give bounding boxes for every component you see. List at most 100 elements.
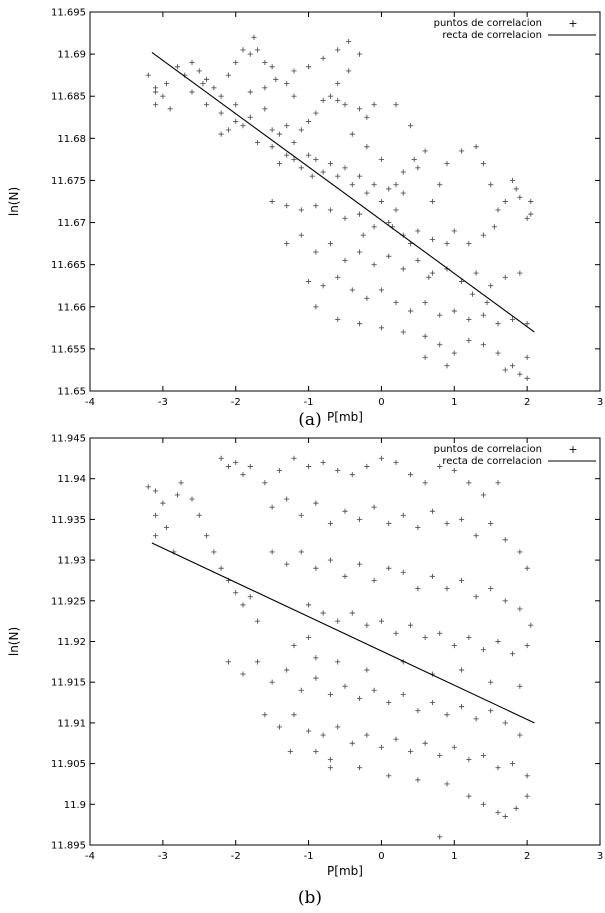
y-tick-label: 11.65	[57, 387, 86, 398]
x-tick-label: -1	[304, 851, 314, 862]
data-point	[203, 76, 210, 82]
data-point	[240, 123, 246, 129]
data-point	[480, 492, 487, 498]
data-point	[284, 667, 290, 673]
data-point	[305, 602, 312, 608]
legend-points-label: puntos de correlacion	[434, 444, 542, 455]
correlation-line	[151, 51, 535, 333]
data-point	[342, 683, 348, 689]
data-point	[313, 156, 319, 162]
scatter-points	[145, 455, 534, 840]
data-point	[254, 47, 261, 53]
data-point	[349, 740, 355, 746]
data-point	[488, 679, 494, 685]
data-point	[203, 533, 210, 539]
data-point	[458, 148, 465, 154]
data-point	[407, 123, 414, 129]
data-point	[411, 156, 417, 162]
data-point	[313, 249, 319, 255]
x-axis-label: P[mb]	[327, 864, 363, 878]
data-point	[305, 64, 312, 70]
data-point	[320, 732, 326, 738]
data-point	[320, 169, 326, 175]
data-point	[480, 647, 487, 653]
data-point	[305, 118, 312, 125]
data-point	[196, 512, 202, 518]
data-point	[262, 59, 268, 66]
data-point	[451, 642, 457, 649]
data-point	[509, 761, 516, 767]
data-point	[378, 744, 385, 750]
data-point	[262, 106, 268, 112]
data-point	[495, 207, 501, 213]
data-point	[276, 131, 283, 137]
data-point	[327, 520, 334, 527]
legend: puntos de correlacion + recta de correla…	[434, 443, 596, 467]
data-point	[371, 577, 377, 584]
data-point	[313, 110, 319, 116]
data-point	[313, 565, 319, 571]
y-tick-label: 11.675	[51, 176, 86, 187]
data-point	[407, 748, 414, 754]
data-point	[211, 85, 217, 91]
x-tick-label: 2	[524, 851, 530, 862]
data-point	[524, 375, 530, 381]
data-point	[269, 127, 275, 133]
data-point	[284, 496, 290, 502]
data-point	[458, 278, 465, 285]
y-axis-label: ln(N)	[7, 187, 21, 216]
data-point	[269, 679, 275, 685]
data-point	[251, 34, 257, 40]
data-point	[524, 793, 530, 799]
data-point	[466, 634, 472, 641]
data-point	[422, 299, 428, 306]
data-point	[429, 699, 436, 706]
data-point	[152, 488, 159, 494]
data-point	[291, 455, 297, 461]
data-point	[342, 573, 348, 579]
data-point	[225, 72, 232, 78]
data-point	[335, 47, 341, 53]
data-point	[342, 165, 348, 171]
data-point	[495, 638, 501, 645]
y-tick-label: 11.68	[57, 134, 86, 145]
data-point	[254, 659, 261, 665]
data-point	[152, 89, 159, 95]
data-point	[356, 765, 363, 771]
data-point	[305, 152, 312, 158]
data-point	[495, 350, 501, 356]
data-point	[225, 463, 232, 470]
data-point	[444, 781, 450, 787]
data-point	[298, 165, 304, 171]
data-point	[262, 85, 268, 91]
data-point	[364, 295, 370, 301]
data-point	[466, 337, 472, 344]
data-point	[298, 687, 304, 693]
legend-line-label: recta de correlacion	[442, 30, 542, 41]
scatter-points	[145, 34, 534, 381]
data-point	[233, 459, 239, 466]
data-point	[364, 190, 370, 196]
data-point	[528, 211, 534, 217]
data-point	[517, 606, 523, 612]
data-point	[437, 342, 443, 348]
data-point	[291, 139, 297, 146]
data-point	[502, 720, 508, 726]
data-point	[509, 177, 516, 184]
x-tick-label: -3	[158, 851, 168, 862]
x-tick-label: -4	[85, 397, 95, 408]
x-tick-label: 1	[451, 397, 457, 408]
legend-points-label: puntos de correlacion	[434, 18, 542, 29]
data-point	[466, 793, 472, 799]
data-point	[429, 573, 436, 579]
data-point	[233, 590, 239, 596]
data-point	[291, 156, 297, 162]
data-point	[356, 51, 363, 57]
data-point	[466, 241, 472, 247]
data-point	[200, 80, 206, 87]
data-point	[364, 114, 370, 120]
data-point	[218, 131, 224, 137]
data-point	[309, 173, 315, 179]
data-point	[386, 773, 392, 779]
